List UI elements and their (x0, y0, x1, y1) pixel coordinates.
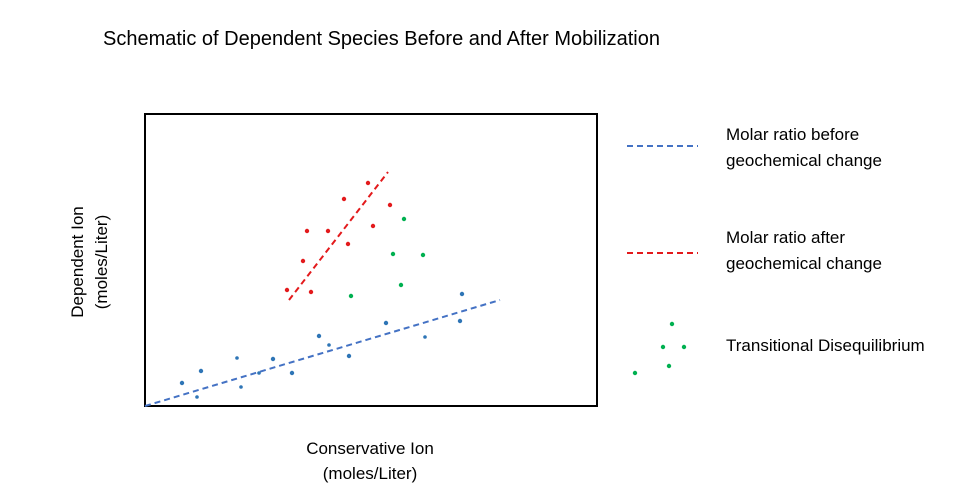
after-point (304, 228, 310, 234)
x-axis-label: Conservative Ion (moles/Liter) (240, 436, 500, 486)
before-point (195, 395, 199, 399)
after-trend-line (288, 171, 389, 301)
legend-transitional-dot (666, 363, 672, 369)
diagram-title: Schematic of Dependent Species Before an… (103, 28, 660, 50)
x-axis-label-line2: (moles/Liter) (322, 464, 418, 483)
transitional-points (348, 216, 426, 299)
before-point (198, 368, 204, 374)
before-point (327, 343, 331, 347)
legend-after-line2: geochemical change (726, 254, 882, 273)
before-point (457, 318, 463, 324)
transitional-point (398, 282, 404, 288)
y-axis-label-line2: (moles/Liter) (92, 214, 111, 310)
before-point (179, 380, 185, 386)
before-point (316, 333, 322, 339)
after-point (325, 228, 331, 234)
x-axis-label-line1: Conservative Ion (306, 439, 434, 458)
y-axis-label-line1: Dependent Ion (68, 206, 87, 318)
before-point (346, 353, 352, 359)
transitional-point (401, 216, 407, 222)
transitional-point (390, 251, 396, 257)
transitional-point (348, 293, 354, 299)
after-point (284, 287, 290, 293)
legend-after-label: Molar ratio after geochemical change (726, 225, 882, 277)
legend-transitional-symbol (632, 321, 687, 376)
before-point (239, 385, 243, 389)
before-point (423, 335, 427, 339)
after-points (284, 180, 393, 295)
y-axis-label: Dependent Ion (moles/Liter) (66, 152, 114, 372)
legend-after-line1: Molar ratio after (726, 228, 846, 247)
after-point (365, 180, 371, 186)
before-point (270, 356, 276, 362)
after-point (345, 241, 351, 247)
legend-before-line1: Molar ratio before (726, 125, 860, 144)
before-point (459, 291, 465, 297)
before-point (383, 320, 389, 326)
legend-before-line2: geochemical change (726, 151, 882, 170)
legend-transitional-dot (632, 370, 638, 376)
after-point (300, 258, 306, 264)
after-point (308, 289, 314, 295)
legend-transitional-dot (660, 344, 666, 350)
transitional-point (420, 252, 426, 258)
after-point (370, 223, 376, 229)
after-point (387, 202, 393, 208)
before-point (235, 356, 239, 360)
before-trend-line (144, 299, 501, 407)
plot-frame (144, 113, 598, 407)
legend-transitional-label: Transitional Disequilibrium (726, 336, 925, 355)
legend-transitional-dot (669, 321, 675, 327)
after-point (341, 196, 347, 202)
before-point (257, 371, 261, 375)
before-point (289, 370, 295, 376)
before-points (179, 291, 465, 399)
legend-before-label: Molar ratio before geochemical change (726, 122, 882, 174)
legend-transitional-dot (681, 344, 687, 350)
